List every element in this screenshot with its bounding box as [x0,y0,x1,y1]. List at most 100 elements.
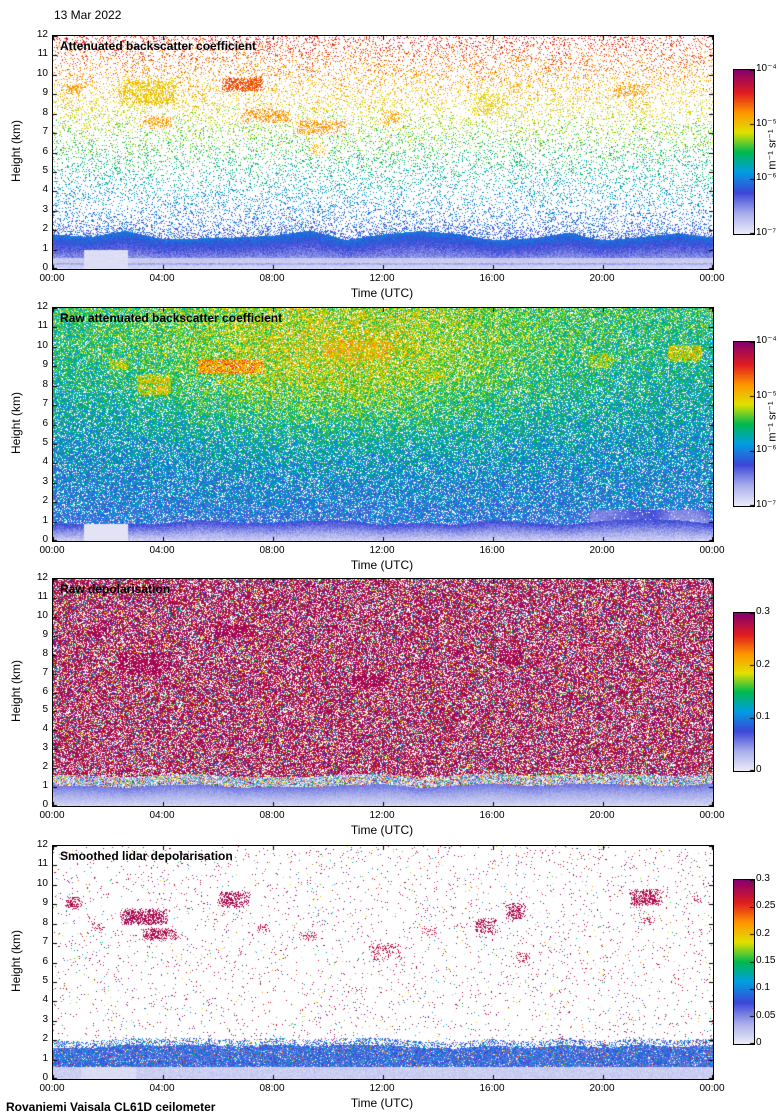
y-tick-label: 3 [42,475,48,487]
y-tick-label: 0 [42,1072,48,1083]
y-tick-label: 8 [42,916,48,928]
y-tick-label: 11 [37,590,48,602]
y-tick-label: 12 [36,301,48,312]
x-tick-label: 12:00 [369,545,395,556]
y-tick-label: 1 [42,780,48,792]
heatmap-canvas [52,578,714,807]
y-tick-label: 6 [42,417,48,429]
y-tick-label: 7 [42,126,48,138]
colorbar-tick-label: 10⁻⁵ [756,117,777,129]
x-tick-label: 20:00 [589,545,615,556]
x-tick-label: 20:00 [589,810,615,821]
y-tick-label: 9 [42,628,48,640]
y-tick-label: 11 [37,320,48,332]
colorbar-tick-label: 10⁻⁶ [756,172,777,184]
colorbar-canvas [733,612,755,772]
colorbar-tick-label: 0.25 [756,900,776,912]
colorbar-tick-label: 0.1 [756,982,770,994]
x-tick-label: 04:00 [149,1083,175,1094]
y-tick-label: 1 [42,1052,48,1064]
y-axis-label: Height (km) [9,119,23,182]
colorbar-tick-label: 10⁻⁴ [756,335,777,346]
x-tick-label: 00:00 [699,273,725,284]
y-tick-label: 1 [42,242,48,254]
x-tick-label: 00:00 [39,273,65,284]
y-tick-label: 4 [42,184,48,196]
y-tick-label: 5 [42,164,48,176]
y-tick-label: 3 [42,1013,48,1025]
x-tick-label: 20:00 [589,1083,615,1094]
x-tick-label: 08:00 [259,545,285,556]
y-tick-label: 6 [42,145,48,157]
colorbar-tick-label: 0.2 [756,927,770,939]
x-tick-label: 12:00 [369,1083,395,1094]
x-tick-label: 08:00 [259,810,285,821]
y-tick-label: 2 [42,761,48,773]
x-axis-label: Time (UTC) [350,823,414,837]
x-tick-label: 16:00 [479,1083,505,1094]
colorbar-tick-label: 10⁻⁵ [756,389,777,401]
y-tick-label: 10 [36,609,48,621]
y-tick-label: 7 [42,666,48,678]
panel-attenuated-backscatter: Height (km) Attenuated backscatter coeff… [0,29,780,313]
y-tick-label: 5 [42,436,48,448]
x-tick-label: 08:00 [259,1083,285,1094]
colorbar-canvas [733,341,755,507]
y-tick-label: 10 [36,67,48,79]
y-tick-label: 8 [42,647,48,659]
y-tick-label: 8 [42,378,48,390]
x-tick-label: 16:00 [479,545,505,556]
panel-title: Smoothed lidar depolarisation [60,849,233,863]
x-tick-label: 04:00 [149,273,175,284]
y-tick-label: 0 [42,534,48,545]
y-tick-label: 9 [42,87,48,99]
y-tick-label: 11 [37,858,48,870]
colorbar-tick-label: 0.1 [756,711,770,723]
y-tick-label: 4 [42,994,48,1006]
x-tick-label: 00:00 [39,545,65,556]
colorbar-tick-label: 10⁻⁷ [756,227,777,238]
instrument-label: Rovaniemi Vaisala CL61D ceilometer [6,1100,216,1114]
y-tick-label: 7 [42,936,48,948]
y-tick-label: 4 [42,456,48,468]
y-tick-label: 9 [42,359,48,371]
x-axis-label: Time (UTC) [350,286,414,300]
x-tick-label: 16:00 [479,810,505,821]
y-axis-label: Height (km) [9,929,23,992]
colorbar-tick-label: 10⁻⁴ [756,63,777,74]
y-tick-label: 6 [42,955,48,967]
date-label: 13 Mar 2022 [54,8,122,22]
colorbar-tick-label: 0.3 [756,606,770,617]
y-tick-label: 12 [36,839,48,850]
colorbar-tick-label: 10⁻⁷ [756,499,777,510]
x-tick-label: 20:00 [589,273,615,284]
y-tick-label: 5 [42,704,48,716]
y-tick-label: 10 [36,877,48,889]
x-tick-label: 00:00 [699,1083,725,1094]
y-tick-label: 3 [42,742,48,754]
colorbar-canvas [733,879,755,1045]
y-tick-label: 1 [42,514,48,526]
y-tick-label: 2 [42,223,48,235]
panel-raw-backscatter: Height (km) Raw attenuated backscatter c… [0,301,780,585]
x-tick-label: 00:00 [39,810,65,821]
y-tick-label: 5 [42,974,48,986]
y-tick-label: 10 [36,339,48,351]
y-tick-label: 7 [42,398,48,410]
y-tick-label: 6 [42,685,48,697]
colorbar-tick-label: 0.2 [756,658,770,670]
panel-title: Attenuated backscatter coefficient [60,39,257,53]
y-tick-label: 4 [42,723,48,735]
x-tick-label: 12:00 [369,810,395,821]
colorbar-unit-label: m⁻¹ sr⁻¹ [766,401,779,442]
x-tick-label: 08:00 [259,273,285,284]
y-tick-label: 12 [36,29,48,40]
y-tick-label: 0 [42,262,48,273]
y-axis-label: Height (km) [9,659,23,722]
panel-smoothed-depolarisation: Height (km) Smoothed lidar depolarisatio… [0,839,780,1120]
colorbar-unit-label: m⁻¹ sr⁻¹ [766,129,779,170]
colorbar-canvas [733,69,755,235]
heatmap-canvas [52,845,714,1080]
